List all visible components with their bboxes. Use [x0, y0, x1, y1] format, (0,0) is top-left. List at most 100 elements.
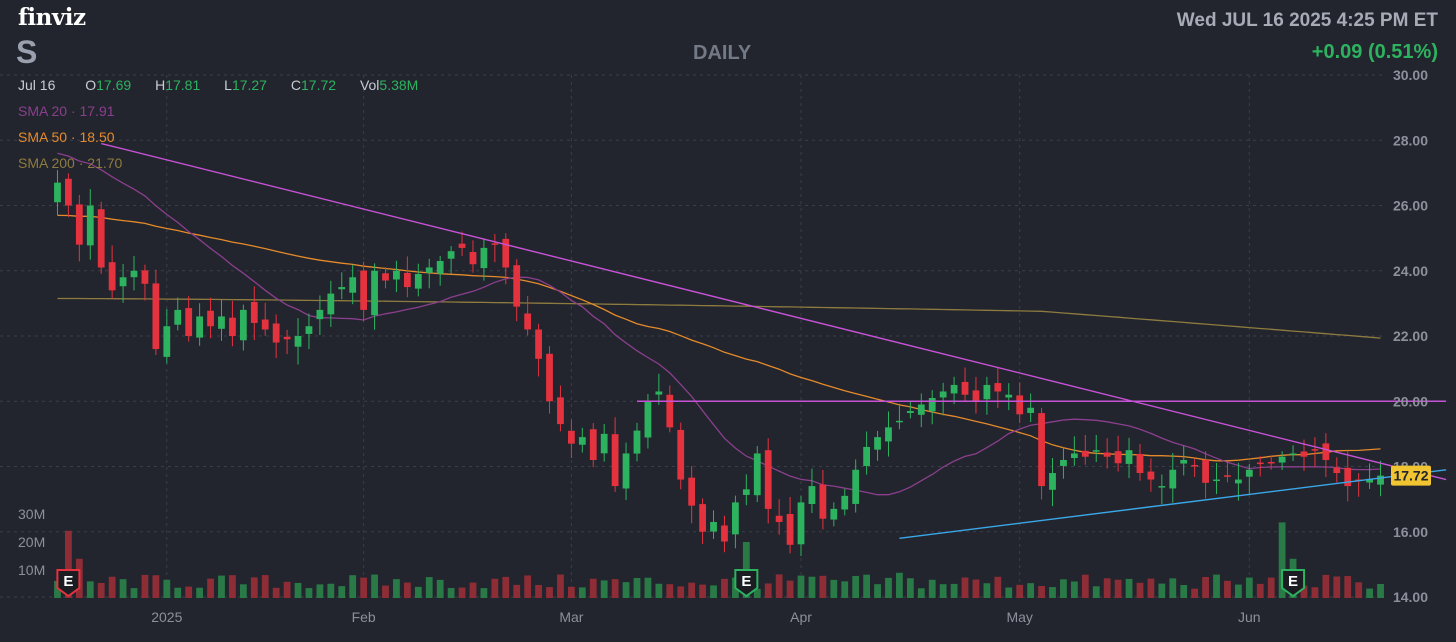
candle-body[interactable]: [469, 252, 477, 265]
candle-body[interactable]: [174, 309, 182, 325]
sma50-legend[interactable]: SMA 50 · 18.50: [18, 129, 115, 145]
candle-body[interactable]: [86, 205, 94, 246]
candle-body[interactable]: [1311, 449, 1319, 451]
candle-body[interactable]: [633, 430, 641, 454]
candle-body[interactable]: [141, 270, 149, 284]
candle-body[interactable]: [578, 437, 586, 445]
candle-body[interactable]: [1060, 459, 1067, 466]
candle-body[interactable]: [97, 209, 105, 268]
candle-body[interactable]: [666, 394, 674, 428]
candle-body[interactable]: [589, 429, 597, 460]
candle-body[interactable]: [1081, 450, 1089, 457]
candle-body[interactable]: [1224, 475, 1231, 477]
candle-body[interactable]: [1070, 453, 1078, 459]
candle-body[interactable]: [1038, 413, 1045, 487]
candle-body[interactable]: [567, 430, 575, 444]
candle-body[interactable]: [75, 204, 83, 245]
candle-body[interactable]: [546, 353, 553, 402]
candle-body[interactable]: [786, 514, 794, 545]
candle-body[interactable]: [119, 277, 127, 287]
candle-body[interactable]: [1202, 459, 1209, 483]
candle-body[interactable]: [524, 313, 532, 330]
candle-body[interactable]: [1333, 467, 1341, 474]
candle-body[interactable]: [283, 336, 291, 340]
candle-body[interactable]: [1322, 443, 1330, 460]
candle-body[interactable]: [742, 489, 750, 495]
candle-body[interactable]: [1049, 473, 1056, 490]
candle-body[interactable]: [699, 504, 706, 532]
candle-body[interactable]: [983, 384, 991, 400]
candle-body[interactable]: [1344, 467, 1352, 487]
candle-body[interactable]: [775, 515, 783, 522]
candle-body[interactable]: [852, 469, 860, 504]
candle-body[interactable]: [753, 453, 761, 496]
candle-body[interactable]: [382, 273, 389, 281]
candle-body[interactable]: [108, 262, 116, 291]
candle-body[interactable]: [305, 326, 313, 334]
candle-body[interactable]: [917, 404, 925, 415]
candle-body[interactable]: [1158, 486, 1166, 488]
candle-body[interactable]: [939, 391, 947, 398]
candle-body[interactable]: [874, 437, 881, 450]
candle-body[interactable]: [447, 251, 455, 259]
candle-body[interactable]: [229, 317, 236, 336]
finviz-logo[interactable]: finviz: [18, 4, 86, 31]
candle-body[interactable]: [1114, 451, 1122, 464]
candle-body[interactable]: [1103, 452, 1111, 457]
candle-body[interactable]: [1016, 395, 1024, 415]
candle-body[interactable]: [1256, 462, 1264, 465]
candle-body[interactable]: [502, 238, 510, 268]
candle-body[interactable]: [797, 502, 805, 545]
candle-body[interactable]: [491, 243, 499, 245]
candle-body[interactable]: [928, 397, 936, 412]
candle-body[interactable]: [655, 391, 663, 395]
candle-body[interactable]: [1005, 394, 1013, 398]
candle-body[interactable]: [961, 381, 969, 395]
candle-body[interactable]: [261, 319, 269, 330]
candle-body[interactable]: [294, 336, 302, 347]
candle-body[interactable]: [622, 453, 630, 489]
candle-body[interactable]: [1213, 479, 1220, 482]
earnings-marker[interactable]: E: [734, 569, 759, 598]
candle-body[interactable]: [863, 446, 871, 467]
candle-body[interactable]: [764, 450, 772, 509]
candle-body[interactable]: [1191, 464, 1199, 467]
earnings-marker[interactable]: E: [1281, 569, 1306, 598]
candle-body[interactable]: [316, 309, 324, 320]
candle-body[interactable]: [1092, 450, 1100, 452]
candle-body[interactable]: [819, 484, 827, 519]
sma20-legend[interactable]: SMA 20 · 17.91: [18, 103, 115, 119]
candle-body[interactable]: [644, 401, 652, 438]
candle-body[interactable]: [972, 390, 980, 402]
candle-body[interactable]: [360, 270, 368, 310]
candle-body[interactable]: [1147, 471, 1155, 480]
candle-body[interactable]: [327, 293, 335, 315]
candle-body[interactable]: [732, 502, 739, 535]
candle-body[interactable]: [1267, 461, 1275, 464]
candle-body[interactable]: [207, 310, 214, 327]
candle-body[interactable]: [513, 265, 521, 307]
candle-body[interactable]: [1027, 407, 1035, 413]
candle-body[interactable]: [611, 434, 619, 487]
candle-body[interactable]: [1180, 459, 1188, 464]
candle-body[interactable]: [1289, 453, 1297, 455]
candle-body[interactable]: [1125, 450, 1133, 464]
trendline-rising-support[interactable]: [899, 469, 1447, 539]
candle-body[interactable]: [896, 420, 903, 423]
candle-body[interactable]: [808, 486, 816, 505]
candle-body[interactable]: [218, 316, 225, 329]
candle-body[interactable]: [403, 272, 411, 288]
candle-body[interactable]: [906, 411, 914, 413]
candle-body[interactable]: [393, 270, 400, 280]
candle-body[interactable]: [338, 287, 346, 290]
candle-body[interactable]: [425, 267, 433, 273]
candle-body[interactable]: [1234, 479, 1242, 484]
candle-body[interactable]: [1377, 475, 1384, 485]
candle-body[interactable]: [349, 277, 357, 293]
candle-body[interactable]: [600, 433, 608, 454]
candle-body[interactable]: [1278, 456, 1286, 463]
candle-body[interactable]: [272, 323, 280, 343]
candle-body[interactable]: [1366, 478, 1373, 483]
trendline-falling-resistance[interactable]: [101, 142, 1447, 481]
